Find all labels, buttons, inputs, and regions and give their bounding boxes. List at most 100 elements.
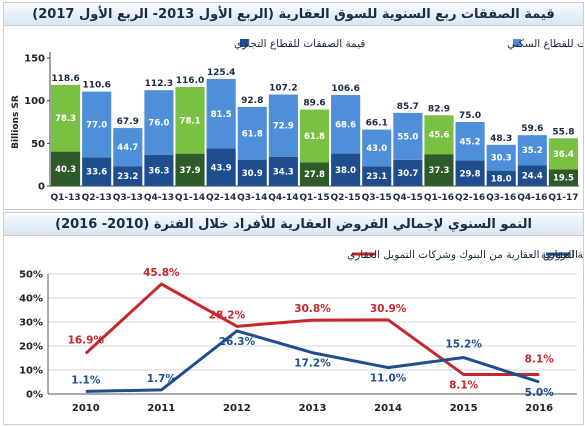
bar-residential: [486, 144, 516, 171]
bar-total-label: 82.9: [428, 104, 450, 114]
bar-residential-value: 43.0: [366, 144, 387, 154]
bar-total-label: 55.8: [552, 127, 574, 137]
bar-commercial: [455, 160, 485, 186]
bar-commercial-value: 23.1: [366, 172, 387, 182]
bar-commercial: [331, 153, 361, 186]
bar-total-label: 92.8: [241, 96, 263, 106]
bar-category-label: Q4-13: [144, 193, 174, 203]
line-category-label: 2016: [525, 403, 553, 414]
bar-commercial: [268, 156, 298, 186]
bar-commercial: [486, 170, 516, 186]
bar-residential-value: 36.4: [553, 150, 574, 160]
bar-commercial: [51, 151, 81, 186]
bar-commercial-value: 43.9: [211, 163, 232, 173]
bar-residential: [455, 122, 485, 161]
quarterly-transactions-panel: قيمة الصفقات ربع السنوية للسوق العقارية …: [3, 2, 584, 210]
bar-category-label: Q2-14: [206, 193, 236, 203]
bar-residential-value: 78.3: [55, 114, 76, 124]
line-y-tick-label: 30%: [19, 318, 43, 329]
banks-data-label: 30.8%: [294, 303, 331, 315]
legend-residential-label: قيمة الصفقات للقطاع السكني: [507, 38, 583, 50]
bar-category-label: Q3-15: [362, 193, 392, 203]
bar-total-label: 75.0: [459, 111, 481, 121]
bar-residential: [113, 128, 143, 167]
bar-residential: [331, 95, 361, 154]
bar-commercial: [237, 159, 267, 186]
bar-y-axis-label: Billions SR: [11, 95, 21, 149]
bar-commercial-value: 36.3: [148, 167, 169, 177]
bar-residential: [299, 109, 330, 163]
bar-commercial-value: 33.6: [86, 168, 107, 178]
bar-commercial-value: 30.7: [397, 169, 418, 179]
bar-commercial: [299, 162, 330, 186]
bar-total-label: 66.1: [366, 119, 388, 129]
bar-commercial-value: 24.4: [522, 172, 543, 182]
bar-commercial: [548, 169, 578, 186]
bar-residential: [237, 106, 267, 160]
bar-category-label: Q1-14: [175, 193, 205, 203]
line-category-label: 2010: [72, 403, 100, 414]
legend-residential-swatch: [513, 39, 521, 47]
bar-category-label: Q2-15: [331, 193, 361, 203]
bar-total-label: 85.7: [397, 102, 419, 112]
bar-commercial: [362, 166, 392, 186]
bar-residential-value: 78.1: [180, 116, 201, 126]
bar-category-label: Q1-13: [50, 193, 80, 203]
bar-commercial-value: 18.0: [491, 174, 512, 184]
legend-fund-label: قروض صندوق التنمية العقارية: [541, 249, 583, 261]
bar-commercial: [113, 166, 143, 186]
bar-commercial: [144, 155, 174, 186]
bar-category-label: Q1-15: [299, 193, 329, 203]
bar-residential-value: 44.7: [117, 143, 138, 153]
line-y-tick-label: 50%: [19, 270, 43, 281]
bar-total-label: 118.6: [51, 74, 79, 84]
bar-commercial: [424, 154, 454, 186]
bar-residential-value: 61.8: [304, 132, 325, 142]
bar-total-label: 59.6: [521, 124, 543, 134]
bar-commercial-value: 38.0: [335, 166, 356, 176]
legend-commercial-swatch: [240, 39, 248, 47]
bar-residential: [206, 78, 236, 149]
bar-y-tick-label: 150: [24, 54, 45, 65]
line-category-label: 2015: [450, 403, 478, 414]
bar-residential-value: 30.3: [491, 154, 512, 164]
bar-y-tick-label: 0: [38, 182, 45, 193]
bar-commercial-value: 23.2: [117, 172, 138, 182]
bar-category-label: Q4-14: [268, 193, 298, 203]
bar-residential: [362, 129, 392, 167]
bar-category-label: Q3-14: [237, 193, 267, 203]
bar-residential-value: 81.5: [211, 110, 232, 120]
bar-total-label: 125.4: [207, 68, 235, 78]
bar-total-label: 110.6: [82, 81, 110, 91]
bar-chart: قيمة الصفقات للقطاع السكني قيمة الصفقات ل…: [11, 38, 583, 203]
bar-total-label: 107.2: [269, 84, 297, 94]
line-category-label: 2014: [374, 403, 402, 414]
bar-category-label: Q4-16: [517, 193, 547, 203]
bar-residential-value: 61.8: [242, 129, 263, 139]
bar-residential: [548, 138, 578, 170]
bar-residential: [268, 94, 298, 157]
bar-commercial-value: 19.5: [553, 174, 574, 184]
bar-total-label: 67.9: [117, 117, 139, 127]
bar-residential: [175, 87, 205, 154]
fund-data-label: 1.7%: [147, 373, 177, 385]
bar-commercial-value: 30.9: [242, 169, 263, 179]
line-category-label: 2013: [299, 403, 327, 414]
banks-data-label: 45.8%: [143, 267, 180, 279]
bar-commercial: [393, 159, 423, 186]
bar-residential: [51, 84, 81, 152]
fund-data-label: 1.1%: [71, 374, 101, 386]
bar-residential-value: 55.0: [397, 132, 418, 142]
bar-commercial-value: 29.8: [460, 169, 481, 179]
bar-category-label: Q3-16: [486, 193, 516, 203]
bar-total-label: 89.6: [303, 99, 325, 109]
bar-category-label: Q3-13: [113, 193, 143, 203]
bar-commercial-value: 40.3: [55, 165, 76, 175]
banks-series-line: [84, 282, 540, 377]
bar-commercial: [82, 157, 112, 186]
bar-category-label: Q1-16: [424, 193, 454, 203]
banks-data-label: 28.2%: [209, 309, 246, 321]
line-category-label: 2012: [223, 403, 251, 414]
bar-commercial: [175, 153, 205, 186]
